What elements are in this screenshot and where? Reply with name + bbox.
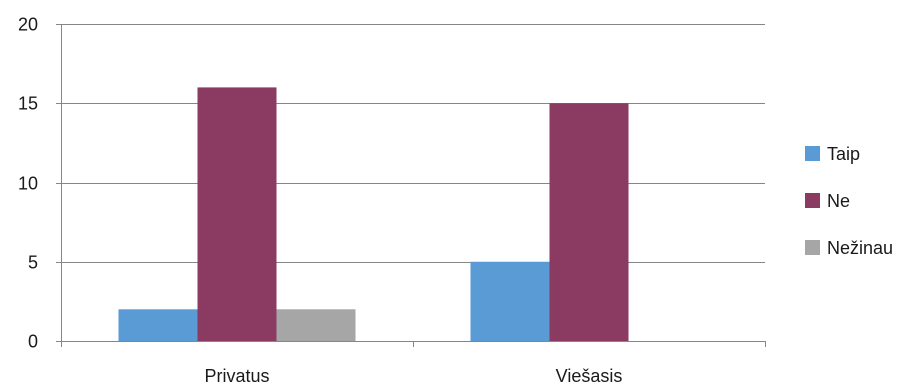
legend-label: Ne — [827, 191, 850, 211]
legend-label: Nežinau — [827, 238, 893, 258]
bar-ne-privatus — [197, 87, 277, 342]
x-tick-label: Viešasis — [556, 366, 623, 385]
bars — [118, 87, 629, 342]
bar-taip-vie-asis — [470, 261, 550, 341]
y-tick-label: 20 — [18, 15, 38, 35]
legend-swatch — [805, 193, 820, 208]
bar-ne-vie-asis — [549, 103, 629, 341]
y-tick-label: 10 — [18, 174, 38, 194]
x-tick-label: Privatus — [204, 366, 269, 385]
x-tick-labels: Privatus Viešasis — [204, 366, 622, 385]
gridlines — [61, 24, 765, 263]
legend-swatch — [805, 240, 820, 255]
y-tick-label: 5 — [28, 253, 38, 273]
bar-taip-privatus — [118, 309, 198, 341]
legend: Taip Ne Nežinau — [805, 144, 893, 258]
legend-swatch — [805, 146, 820, 161]
y-tick-label: 0 — [28, 332, 38, 352]
bar-ne-inau-privatus — [276, 309, 356, 341]
y-tick-labels: 0 5 10 15 20 — [18, 15, 38, 352]
legend-label: Taip — [827, 144, 860, 164]
axes — [56, 24, 766, 347]
y-tick-label: 15 — [18, 94, 38, 114]
